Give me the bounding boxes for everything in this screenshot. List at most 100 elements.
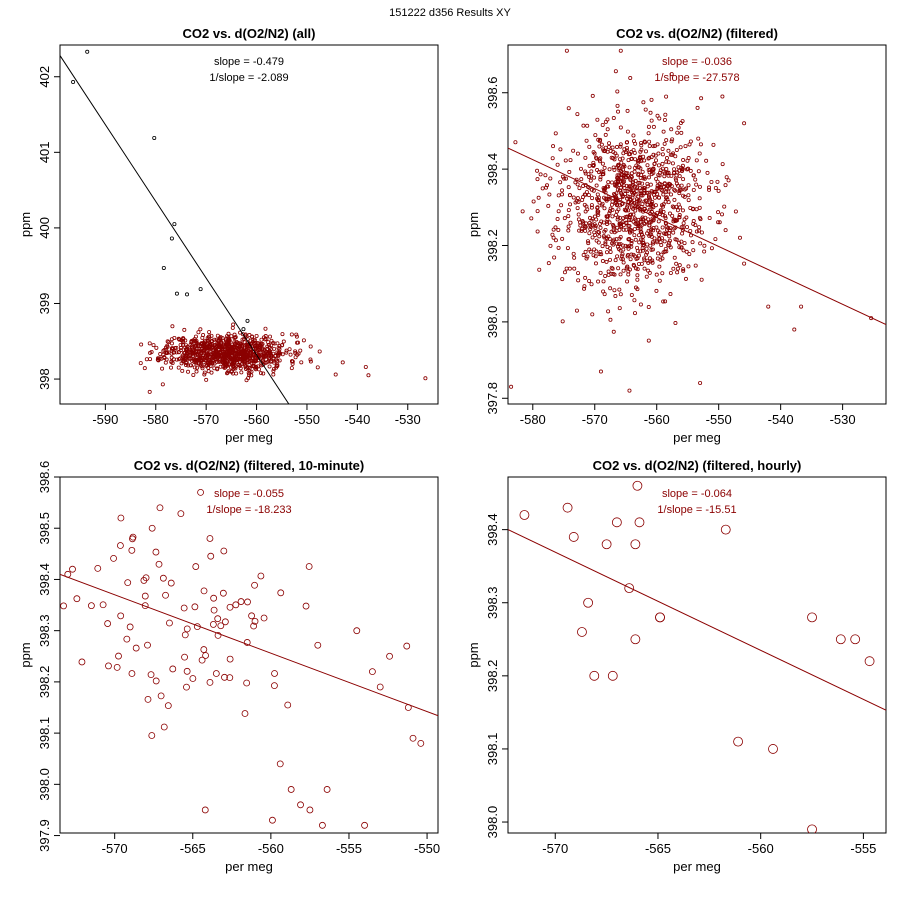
- data-point: [280, 352, 285, 357]
- data-point: [792, 327, 797, 332]
- data-point: [204, 363, 209, 368]
- data-point: [634, 517, 645, 528]
- y-tick-label: 398.2: [485, 229, 500, 262]
- data-point: [536, 195, 541, 200]
- data-point: [578, 223, 583, 228]
- data-point: [625, 171, 630, 176]
- data-point: [221, 364, 226, 369]
- data-point: [580, 197, 585, 202]
- data-point: [643, 215, 648, 220]
- data-point: [597, 144, 602, 149]
- data-point: [598, 175, 603, 180]
- data-point: [319, 821, 326, 829]
- data-point: [679, 239, 684, 244]
- data-point: [659, 182, 664, 187]
- data-point: [183, 683, 190, 691]
- data-point: [610, 145, 615, 150]
- data-point: [678, 205, 683, 210]
- data-point: [552, 255, 557, 260]
- data-point: [631, 219, 636, 224]
- data-point: [691, 248, 696, 253]
- data-point: [608, 246, 613, 251]
- data-point: [589, 218, 594, 223]
- data-point: [221, 673, 228, 681]
- data-point: [583, 228, 588, 233]
- data-point: [546, 203, 551, 208]
- data-point: [652, 195, 657, 200]
- data-point: [627, 212, 632, 217]
- data-point: [742, 121, 747, 126]
- data-point: [509, 384, 514, 389]
- x-tick-label: -555: [336, 841, 362, 856]
- data-point: [199, 340, 204, 345]
- data-point: [94, 564, 102, 572]
- data-point: [631, 133, 636, 138]
- data-point: [655, 113, 660, 118]
- data-point: [240, 332, 245, 337]
- data-point: [151, 343, 156, 348]
- data-point: [614, 145, 619, 150]
- data-point: [644, 252, 649, 257]
- data-point: [681, 248, 686, 253]
- data-point: [261, 358, 266, 363]
- data-point: [626, 246, 631, 251]
- data-point: [717, 220, 722, 225]
- data-point: [598, 225, 603, 230]
- data-point: [638, 156, 643, 161]
- data-point: [635, 287, 640, 292]
- data-point: [197, 488, 204, 496]
- data-point: [254, 334, 259, 339]
- data-point: [649, 97, 654, 102]
- data-point: [716, 188, 721, 193]
- data-point: [571, 251, 576, 256]
- data-point: [261, 371, 266, 376]
- data-point: [589, 205, 594, 210]
- data-point: [218, 335, 223, 340]
- data-point: [240, 337, 245, 342]
- data-point: [614, 213, 619, 218]
- data-point: [586, 193, 591, 198]
- data-point: [766, 304, 771, 309]
- data-point: [634, 188, 639, 193]
- data-point: [663, 299, 668, 304]
- data-point: [681, 158, 686, 163]
- data-point: [647, 197, 652, 202]
- data-point: [662, 171, 667, 176]
- y-tick-label: 398: [37, 368, 52, 390]
- x-axis-label: per meg: [225, 430, 273, 445]
- data-point: [256, 364, 261, 369]
- data-point: [590, 235, 595, 240]
- data-point: [596, 198, 601, 203]
- data-point: [595, 192, 600, 197]
- data-point: [667, 238, 672, 243]
- data-point: [807, 612, 817, 623]
- data-point: [742, 261, 747, 266]
- data-point: [259, 342, 264, 347]
- data-point: [305, 563, 313, 570]
- data-point: [663, 216, 668, 221]
- data-point: [616, 242, 621, 247]
- data-point: [560, 192, 565, 197]
- data-point: [160, 382, 165, 387]
- data-point: [567, 266, 572, 271]
- data-point: [213, 357, 218, 362]
- data-point: [294, 332, 299, 337]
- data-point: [192, 344, 197, 349]
- data-point: [204, 350, 209, 355]
- data-point: [659, 187, 664, 192]
- data-point: [289, 332, 294, 337]
- data-point: [589, 174, 594, 179]
- x-tick-label: -580: [143, 412, 169, 427]
- data-point: [141, 602, 149, 610]
- data-point: [191, 338, 196, 343]
- data-point: [583, 171, 588, 176]
- data-point: [185, 292, 190, 297]
- data-point: [661, 129, 666, 134]
- data-point: [642, 207, 647, 212]
- data-point: [645, 250, 650, 255]
- data-point: [657, 236, 662, 241]
- data-point: [183, 363, 188, 368]
- data-point: [251, 361, 256, 366]
- data-point: [230, 353, 235, 358]
